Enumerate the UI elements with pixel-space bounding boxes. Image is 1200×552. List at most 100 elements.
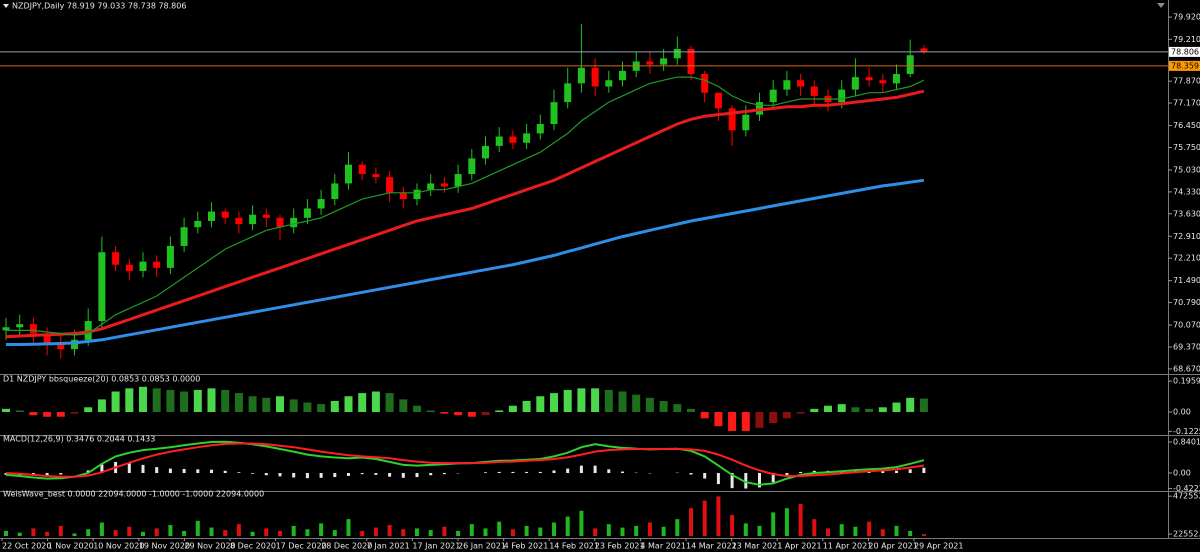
squeeze-bar [97,399,106,413]
squeeze-bar [234,393,243,413]
squeeze-bar [344,396,353,413]
macd-bar [127,463,131,474]
wave-volume-bar [4,530,8,536]
squeeze-bar [508,405,517,413]
y-tick-label: 0.00 [1173,469,1191,478]
macd-bar [703,473,707,479]
x-tick-label: 14 Feb 2021 [549,542,599,551]
wave-volume-bar [675,519,680,536]
squeeze-bar [56,412,65,417]
wave-volume-bar [757,525,762,536]
squeeze-bar [591,388,600,413]
wave-volume-bar [853,526,858,536]
x-tick-label: 19 Nov 2020 [139,542,190,551]
candle-body [564,83,572,103]
squeeze-bar [851,407,860,413]
y-tick-label: 73.630 [1173,209,1200,218]
indicator-title: WeisWave_best 0.0000 22094.0000 -1.0000 … [3,490,264,499]
candle-body [769,89,777,103]
wave-volume-bar [264,528,269,536]
wave-volume-bar [784,508,789,536]
candle-body [797,80,805,87]
squeeze-bar [741,412,750,431]
wave-volume-bar [921,534,926,536]
candle-body [893,73,900,84]
squeeze-bar [84,407,93,413]
wave-volume-bar [483,528,488,536]
candle-body [509,136,517,143]
candle-body [906,55,914,74]
indicator-title: MACD(12,26,9) 0.3476 0.2044 0.1433 [3,435,155,444]
squeeze-bar [221,389,230,413]
wave-volume-bar [58,525,63,536]
wave-volume-bar [524,525,529,536]
macd-bar [237,472,241,474]
y-tick-label: 76.450 [1173,121,1200,130]
x-tick-label: 1 Nov 2020 [48,542,94,551]
candle-body [550,102,558,125]
wave-volume-bar [278,530,282,536]
macd-bar [305,473,309,479]
candle-body [276,217,284,228]
wave-volume-bar [154,528,159,536]
wave-volume-bar [360,530,365,536]
macd-bar [278,473,282,477]
x-tick-label: 29 Apr 2021 [914,542,963,551]
candle-body [920,48,928,52]
wave-volume-bar [250,531,255,536]
macd-bar [511,471,515,474]
squeeze-bar [371,391,380,413]
squeeze-bar [673,404,682,413]
y-tick-label: -0.4222 [1173,484,1200,493]
macd-bar [264,473,268,476]
squeeze-bar [385,393,394,413]
candle-body [180,227,188,246]
squeeze-bar [248,396,257,413]
candle-body [646,61,654,65]
candle-body [728,108,736,131]
candle-body [262,214,270,218]
x-tick-label: 26 Jan 2021 [458,542,506,551]
macd-bar [895,470,898,474]
macd-bar [415,473,419,478]
wave-volume-bar [593,528,598,536]
wave-volume-bar [127,526,132,536]
y-tick-label: 75.750 [1173,143,1200,152]
squeeze-bar [700,412,709,419]
squeeze-bar [139,386,147,413]
squeeze-bar [645,397,654,413]
wave-volume-bar [620,527,625,536]
squeeze-bar [714,412,723,427]
y-tick-label: 70.790 [1173,298,1200,307]
wave-volume-bar [826,528,830,536]
candle-body [399,192,407,200]
candle-body [331,183,339,200]
wave-volume-bar [798,503,803,536]
wave-volume-bar [319,523,324,536]
squeeze-bar [728,412,737,431]
squeeze-bar [207,388,216,413]
y-tick-label: -0.1225 [1173,427,1200,436]
squeeze-bar [687,408,695,413]
squeeze-bar [824,405,832,413]
macd-bar [785,473,789,476]
x-tick-label: 29 Nov 2020 [184,542,235,551]
y-tick-label: 0.1959 [1173,377,1200,386]
candle-body [303,208,311,218]
squeeze-bar [810,408,819,413]
candle-body [427,183,435,190]
x-tick-label: 8 Dec 2020 [230,542,276,551]
price-level-label: 78.806 [1171,47,1199,56]
wave-volume-bar [209,527,214,536]
symbol-menu-arrow[interactable] [3,4,9,8]
wave-volume-bar [291,525,296,536]
macd-bar [319,473,323,478]
macd-bar [251,473,255,474]
macd-bar [922,467,926,474]
x-tick-label: 7 Jan 2021 [367,542,410,551]
moving-average [6,178,925,346]
wave-volume-bar [812,519,817,536]
price-level-label: 78.359 [1171,61,1199,70]
squeeze-bar [892,402,901,413]
macd-bar [812,470,816,474]
